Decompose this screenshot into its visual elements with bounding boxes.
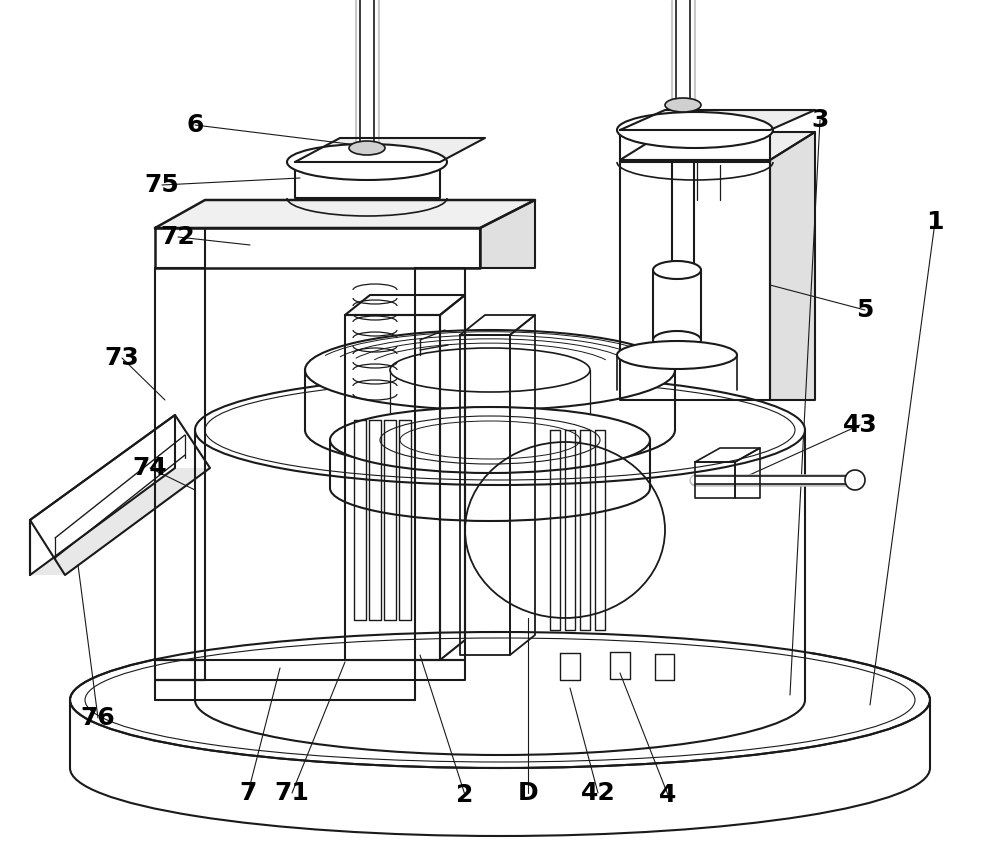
Polygon shape xyxy=(70,700,930,780)
Polygon shape xyxy=(30,415,210,575)
Polygon shape xyxy=(440,295,465,660)
Polygon shape xyxy=(620,110,815,130)
Polygon shape xyxy=(550,430,560,630)
Ellipse shape xyxy=(617,112,773,148)
Polygon shape xyxy=(345,295,465,315)
Polygon shape xyxy=(155,680,415,700)
Polygon shape xyxy=(155,268,205,660)
Text: 3: 3 xyxy=(811,108,829,132)
Polygon shape xyxy=(415,268,465,660)
Ellipse shape xyxy=(665,98,701,112)
Ellipse shape xyxy=(845,470,865,490)
Ellipse shape xyxy=(653,331,701,349)
Polygon shape xyxy=(655,270,700,340)
Polygon shape xyxy=(195,430,810,700)
Text: 2: 2 xyxy=(456,783,474,807)
Text: 4: 4 xyxy=(659,783,677,807)
Polygon shape xyxy=(384,420,396,620)
Polygon shape xyxy=(345,315,440,660)
Polygon shape xyxy=(295,138,485,162)
Ellipse shape xyxy=(653,261,701,279)
Polygon shape xyxy=(354,420,366,620)
Text: 43: 43 xyxy=(843,413,877,437)
Ellipse shape xyxy=(617,341,737,369)
Polygon shape xyxy=(580,430,590,630)
Text: 42: 42 xyxy=(581,781,615,805)
Polygon shape xyxy=(770,132,815,400)
Polygon shape xyxy=(369,420,381,620)
Polygon shape xyxy=(480,200,535,268)
Polygon shape xyxy=(460,335,510,655)
Text: D: D xyxy=(518,781,538,805)
Polygon shape xyxy=(565,430,575,630)
Text: 75: 75 xyxy=(145,173,179,197)
Text: 76: 76 xyxy=(81,706,115,730)
Polygon shape xyxy=(620,130,770,162)
Polygon shape xyxy=(695,462,735,498)
Ellipse shape xyxy=(287,144,447,180)
Ellipse shape xyxy=(330,407,650,473)
Polygon shape xyxy=(399,420,411,620)
Text: 6: 6 xyxy=(186,113,204,137)
Ellipse shape xyxy=(70,632,930,768)
Polygon shape xyxy=(620,160,770,400)
Ellipse shape xyxy=(349,141,385,155)
Text: 72: 72 xyxy=(161,225,195,249)
Text: 7: 7 xyxy=(239,781,257,805)
Polygon shape xyxy=(30,468,210,575)
Text: 1: 1 xyxy=(926,210,944,234)
Ellipse shape xyxy=(305,330,675,410)
Text: 5: 5 xyxy=(856,298,874,322)
Polygon shape xyxy=(595,430,605,630)
Polygon shape xyxy=(295,162,440,198)
Polygon shape xyxy=(155,228,480,268)
Text: 74: 74 xyxy=(133,456,167,480)
Polygon shape xyxy=(155,200,535,228)
Text: 71: 71 xyxy=(275,781,309,805)
Polygon shape xyxy=(620,132,815,160)
Ellipse shape xyxy=(195,375,805,485)
Text: 73: 73 xyxy=(105,346,139,370)
